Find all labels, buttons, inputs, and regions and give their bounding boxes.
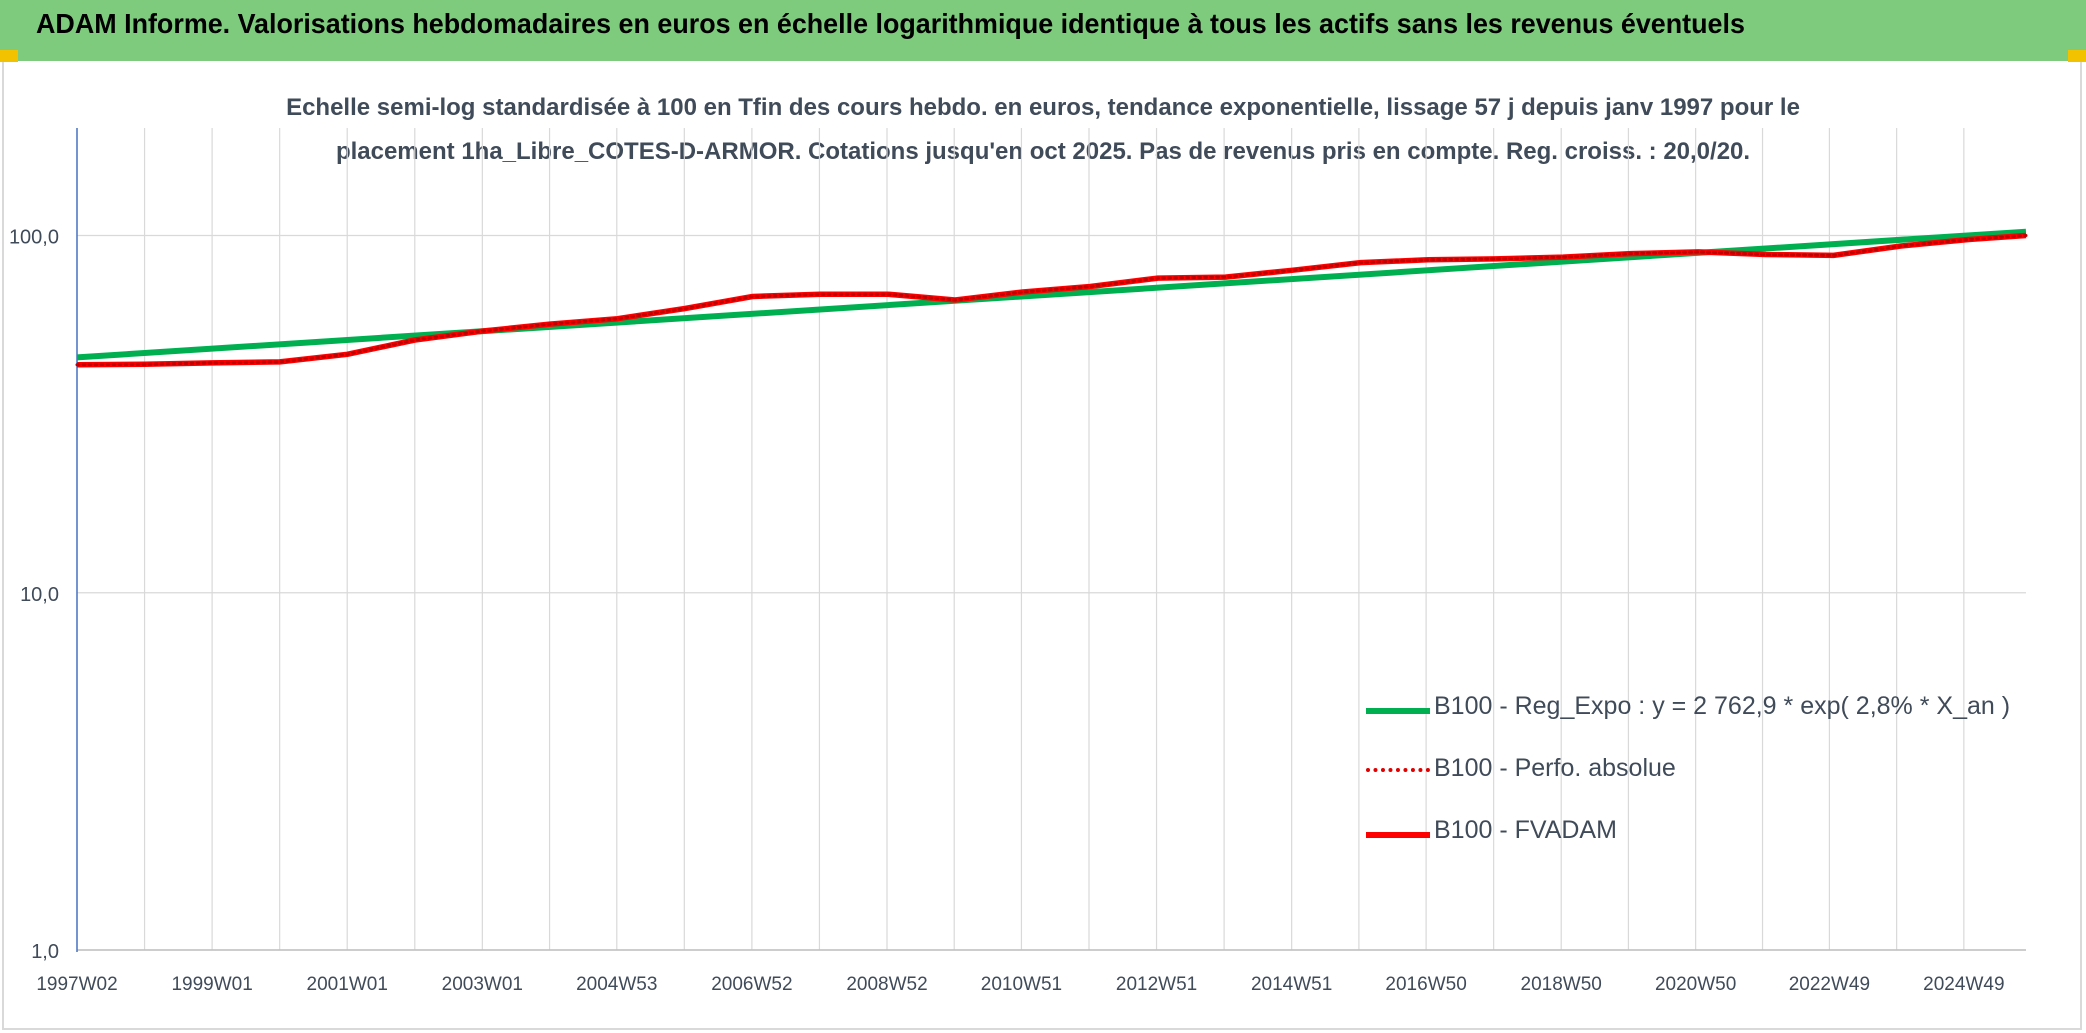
x-tick-label: 2016W50 <box>1385 974 1466 995</box>
chart-frame <box>2 62 2082 1030</box>
x-tick-label: 2024W49 <box>1923 974 2004 995</box>
x-tick-label: 2014W51 <box>1251 974 1332 995</box>
x-tick-label: 2020W50 <box>1655 974 1736 995</box>
x-tick-label: 2022W49 <box>1789 974 1870 995</box>
report-title: ADAM Informe. Valorisations hebdomadaire… <box>36 8 1745 39</box>
legend-label-regression: B100 - Reg_Expo : y = 2 762,9 * exp( 2,8… <box>1434 692 2011 720</box>
legend-label-perf-absolue: B100 - Perfo. absolue <box>1434 754 1676 782</box>
x-tick-label: 2008W52 <box>846 974 927 995</box>
x-tick-label: 1997W02 <box>36 974 117 995</box>
chart-title-line-2: placement 1ha_Libre_COTES-D-ARMOR. Cotat… <box>335 138 1751 165</box>
x-tick-label: 2012W51 <box>1116 974 1197 995</box>
series-line-fvadam <box>76 232 2027 368</box>
y-tick-label: 100,0 <box>9 227 59 249</box>
corner-marker-right <box>2068 50 2086 62</box>
chart-title-line-1: Echelle semi-log standardisée à 100 en T… <box>286 94 1800 121</box>
x-tick-label: 2006W52 <box>711 974 792 995</box>
chart-title: Echelle semi-log standardisée à 100 en T… <box>0 86 2086 174</box>
y-tick-label: 10,0 <box>20 584 59 606</box>
x-tick-label: 2001W01 <box>307 974 388 995</box>
legend-swatch-perf-absolue <box>1366 768 1430 772</box>
x-tick-label: 2010W51 <box>981 974 1062 995</box>
y-tick-label: 1,0 <box>31 941 59 963</box>
report-banner: ADAM Informe. Valorisations hebdomadaire… <box>0 0 2086 61</box>
legend-swatch-regression <box>1366 708 1430 714</box>
x-tick-label: 2003W01 <box>442 974 523 995</box>
legend-label-fvadam: B100 - FVADAM <box>1434 816 1617 844</box>
x-tick-label: 2004W53 <box>576 974 657 995</box>
series-line-perf-absolue <box>75 234 2028 367</box>
corner-marker-left <box>0 50 18 62</box>
x-tick-label: 1999W01 <box>171 974 252 995</box>
legend-swatch-fvadam <box>1366 832 1430 838</box>
x-tick-label: 2018W50 <box>1521 974 1602 995</box>
